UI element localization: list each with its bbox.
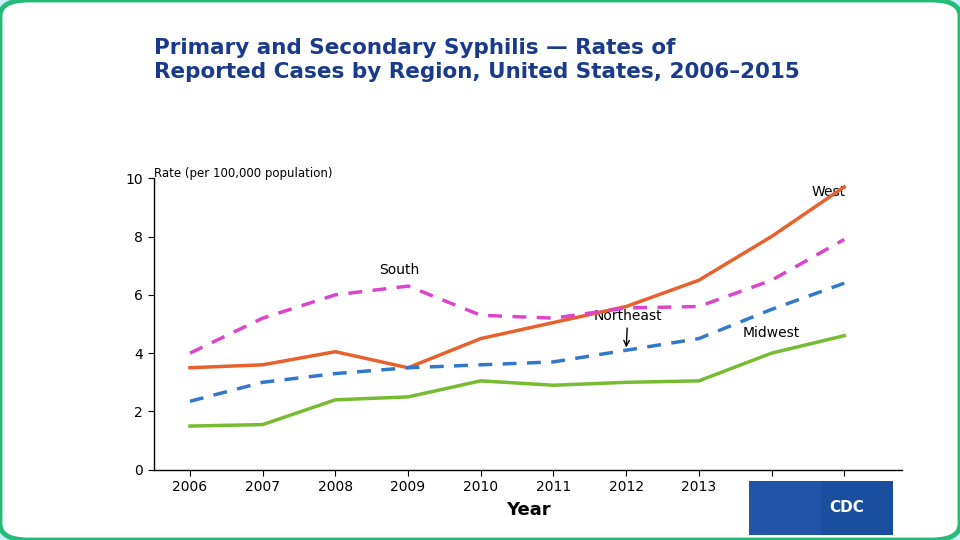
Text: South: South xyxy=(379,264,420,278)
Text: Primary and Secondary Syphilis — Rates of
Reported Cases by Region, United State: Primary and Secondary Syphilis — Rates o… xyxy=(154,38,800,82)
Text: CDC: CDC xyxy=(829,500,864,515)
FancyBboxPatch shape xyxy=(737,476,904,539)
X-axis label: Year: Year xyxy=(506,501,550,519)
Text: Rate (per 100,000 population): Rate (per 100,000 population) xyxy=(154,167,332,180)
FancyBboxPatch shape xyxy=(741,478,821,537)
Text: Midwest: Midwest xyxy=(742,326,800,340)
Text: Northeast: Northeast xyxy=(593,308,662,346)
Text: West: West xyxy=(811,185,846,199)
